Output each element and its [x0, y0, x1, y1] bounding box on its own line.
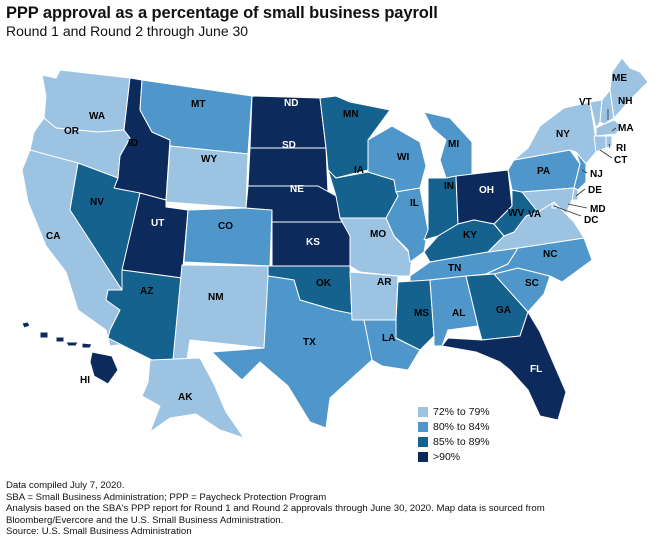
legend-label: >90% [433, 450, 461, 463]
state-label-oh: OH [479, 185, 494, 196]
legend-item-bin-1: 72% to 79% [418, 404, 490, 419]
state-label-mi: MI [448, 139, 459, 150]
state-label-mo: MO [370, 229, 386, 240]
state-label-wv: WV [508, 208, 524, 219]
state-label-or: OR [64, 126, 80, 137]
state-label-ma: MA [618, 123, 634, 134]
state-label-va: VA [528, 209, 541, 220]
chart-title: PPP approval as a percentage of small bu… [6, 4, 438, 22]
state-label-la: LA [382, 333, 395, 344]
state-label-ky: KY [463, 230, 477, 241]
map-legend: 72% to 79% 80% to 84% 85% to 89% >90% [418, 404, 490, 464]
note-source: Source: U.S. Small Business Administrati… [6, 526, 192, 538]
state-label-nm: NM [208, 292, 224, 303]
note-analysis: Analysis based on the SBA's PPP report f… [6, 503, 545, 515]
state-il [385, 187, 429, 263]
state-label-nj: NJ [590, 169, 603, 180]
state-label-de: DE [588, 185, 602, 196]
state-label-sd: SD [282, 140, 296, 151]
state-label-ri: RI [616, 143, 626, 154]
state-label-ny: NY [556, 129, 570, 140]
state-label-wa: WA [89, 111, 105, 122]
state-label-sc: SC [525, 278, 539, 289]
state-label-fl: FL [530, 364, 542, 375]
state-label-ut: UT [151, 218, 164, 229]
legend-label: 80% to 84% [433, 420, 490, 433]
state-label-dc: DC [584, 215, 598, 226]
legend-label: 85% to 89% [433, 435, 490, 448]
state-label-pa: PA [537, 166, 550, 177]
legend-label: 72% to 79% [433, 405, 490, 418]
state-label-mn: MN [343, 109, 359, 120]
callout-leaders [553, 109, 617, 217]
state-label-ia: IA [354, 165, 364, 176]
note-date-compiled: Data compiled July 7, 2020. [6, 480, 125, 491]
state-nh [599, 89, 615, 125]
note-analysis-cont: Bloomberg/Evercore and the U.S. Small Bu… [6, 514, 284, 526]
legend-item-bin-2: 80% to 84% [418, 419, 490, 434]
state-label-in: IN [444, 181, 454, 192]
state-label-ms: MS [414, 308, 429, 319]
state-label-mt: MT [191, 99, 205, 110]
state-ct [593, 135, 607, 153]
state-label-ak: AK [178, 392, 193, 403]
state-label-ct: CT [614, 155, 627, 166]
state-ak [141, 357, 245, 439]
state-label-az: AZ [140, 286, 153, 297]
chart-subtitle: Round 1 and Round 2 through June 30 [6, 23, 249, 39]
state-fl [441, 311, 567, 421]
legend-swatch [418, 406, 428, 417]
state-label-wi: WI [397, 152, 409, 163]
legend-item-bin-3: 85% to 89% [418, 434, 490, 449]
state-label-ga: GA [496, 305, 511, 316]
state-label-wy: WY [201, 154, 217, 165]
state-sd [247, 147, 329, 193]
state-label-ks: KS [306, 237, 320, 248]
state-nc [485, 237, 593, 283]
state-tx [211, 275, 373, 429]
state-wa [41, 69, 131, 133]
state-md [521, 187, 575, 215]
state-co [183, 207, 273, 267]
state-label-il: IL [410, 198, 419, 209]
state-label-ar: AR [377, 277, 392, 288]
state-label-me: ME [612, 73, 627, 84]
state-me [609, 57, 649, 119]
state-label-ca: CA [46, 231, 60, 242]
state-ri [605, 135, 613, 149]
state-label-tx: TX [303, 337, 316, 348]
state-label-ne: NE [290, 184, 304, 195]
note-abbreviations: SBA = Small Business Administration; PPP… [6, 491, 327, 503]
legend-swatch [418, 421, 428, 432]
state-label-nc: NC [543, 249, 557, 260]
legend-swatch [418, 436, 428, 447]
state-label-md: MD [590, 204, 606, 215]
state-hi [21, 321, 119, 385]
state-label-nh: NH [618, 96, 632, 107]
state-label-hi: HI [80, 375, 90, 386]
state-label-ok: OK [316, 278, 332, 289]
state-label-tn: TN [448, 263, 461, 274]
state-label-nv: NV [90, 197, 104, 208]
state-label-id: ID [128, 138, 138, 149]
state-label-nd: ND [284, 98, 298, 109]
legend-item-bin-4: >90% [418, 449, 490, 464]
footnotes: Data compiled July 7, 2020. SBA = Small … [6, 480, 656, 538]
legend-swatch [418, 451, 428, 462]
state-label-vt: VT [579, 97, 592, 108]
state-label-co: CO [218, 221, 233, 232]
us-choropleth-map: WA OR CA ID NV UT AZ MT WY CO NM ND SD N… [21, 57, 649, 439]
state-label-al: AL [452, 308, 465, 319]
